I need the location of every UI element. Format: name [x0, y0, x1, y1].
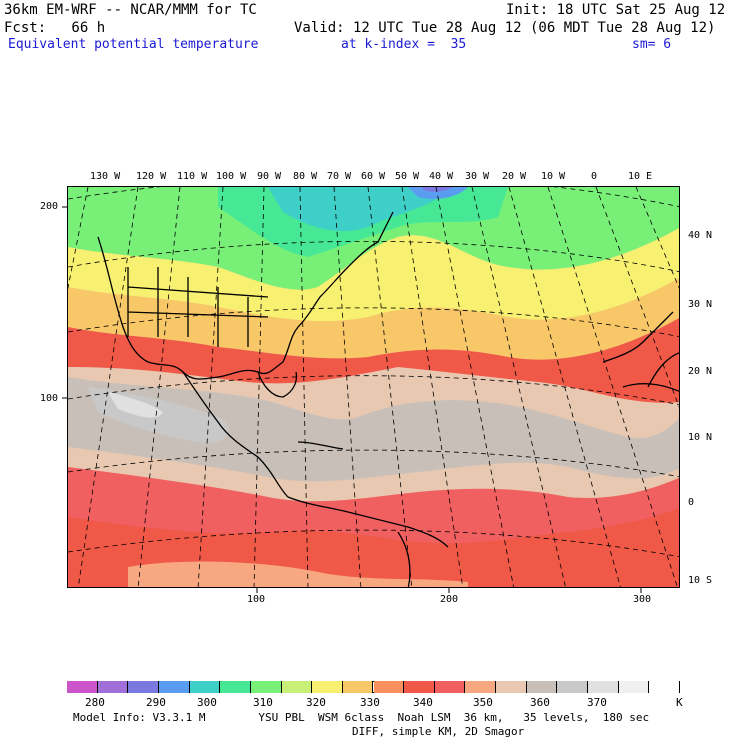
- lon-label: 50 W: [395, 171, 420, 182]
- colorbar-swatch: [128, 681, 159, 693]
- model-info: Model Info: V3.3.1 M YSU PBL WSM 6class …: [73, 711, 650, 724]
- lon-label: 90 W: [257, 171, 282, 182]
- colorbar-swatch: [97, 681, 129, 693]
- lon-label: 70 W: [327, 171, 352, 182]
- colorbar-swatch: [526, 681, 558, 693]
- lon-label: 0: [591, 171, 598, 182]
- model-title: 36km EM-WRF -- NCAR/MMM for TC: [4, 2, 257, 18]
- lon-label: 80 W: [293, 171, 318, 182]
- valid-time: Valid: 12 UTC Tue 28 Aug 12 (06 MDT Tue …: [294, 20, 716, 36]
- colorbar-label: 310: [253, 696, 273, 709]
- lat-label: 30 N: [688, 299, 713, 310]
- colorbar-swatch: [250, 681, 282, 693]
- lon-label: 60 W: [361, 171, 386, 182]
- colorbar-label: 350: [473, 696, 493, 709]
- lat-label: 20 N: [688, 366, 713, 377]
- lon-label: 20 W: [502, 171, 527, 182]
- colorbar-label: 300: [197, 696, 217, 709]
- grid-y-label: 100: [40, 393, 59, 404]
- field-name: Equivalent potential temperature: [8, 37, 259, 52]
- colorbar-swatch: [465, 681, 497, 693]
- colorbar-swatch: [158, 681, 190, 693]
- grid-x-label: 100: [247, 594, 266, 605]
- colorbar-label: 320: [306, 696, 326, 709]
- lat-label: 40 N: [688, 230, 713, 241]
- colorbar-label: 340: [413, 696, 433, 709]
- lon-label: 120 W: [136, 171, 167, 182]
- lon-label: 100 W: [216, 171, 247, 182]
- lon-label: 10 W: [541, 171, 566, 182]
- lat-label: 10 N: [688, 432, 713, 443]
- colorbar-label: 370: [587, 696, 607, 709]
- diffusion-info: DIFF, simple KM, 2D Smagor: [352, 725, 525, 738]
- colorbar-unit: K: [676, 696, 683, 709]
- smoothing-label: sm= 6: [632, 37, 672, 52]
- lon-label: 10 E: [628, 171, 653, 182]
- colorbar-swatch: [496, 681, 527, 693]
- colorbar-swatch: [618, 681, 650, 693]
- colorbar-swatch: [404, 681, 435, 693]
- lon-label: 130 W: [90, 171, 121, 182]
- grid-x-label: 300: [633, 594, 652, 605]
- colorbar-label: 330: [360, 696, 380, 709]
- grid-y-label: 200: [40, 201, 59, 212]
- colorbar-swatch: [434, 681, 466, 693]
- colorbar-swatch: [342, 681, 374, 693]
- level-label: at k-index = 35: [341, 37, 467, 52]
- grid-x-label: 200: [440, 594, 459, 605]
- colorbar-label: 290: [146, 696, 166, 709]
- lon-label: 30 W: [465, 171, 490, 182]
- colorbar-swatch: [189, 681, 221, 693]
- colorbar-label: 360: [530, 696, 550, 709]
- colorbar-swatch: [67, 681, 98, 693]
- colorbar-swatch: [649, 681, 680, 693]
- lon-label: 40 W: [429, 171, 454, 182]
- forecast-hour: Fcst: 66 h: [4, 20, 106, 36]
- lat-label: 0: [688, 497, 695, 508]
- lat-label: 10 S: [688, 575, 713, 586]
- colorbar-swatch: [557, 681, 589, 693]
- map-canvas: [68, 187, 679, 587]
- colorbar-swatch: [220, 681, 251, 693]
- init-time: Init: 18 UTC Sat 25 Aug 12: [506, 2, 726, 18]
- colorbar-swatch: [281, 681, 313, 693]
- colorbar-swatch: [373, 681, 405, 693]
- colorbar-swatch: [312, 681, 343, 693]
- colorbar-swatch: [588, 681, 619, 693]
- theta-e-map: [67, 186, 680, 588]
- colorbar-label: 280: [85, 696, 105, 709]
- lon-label: 110 W: [177, 171, 208, 182]
